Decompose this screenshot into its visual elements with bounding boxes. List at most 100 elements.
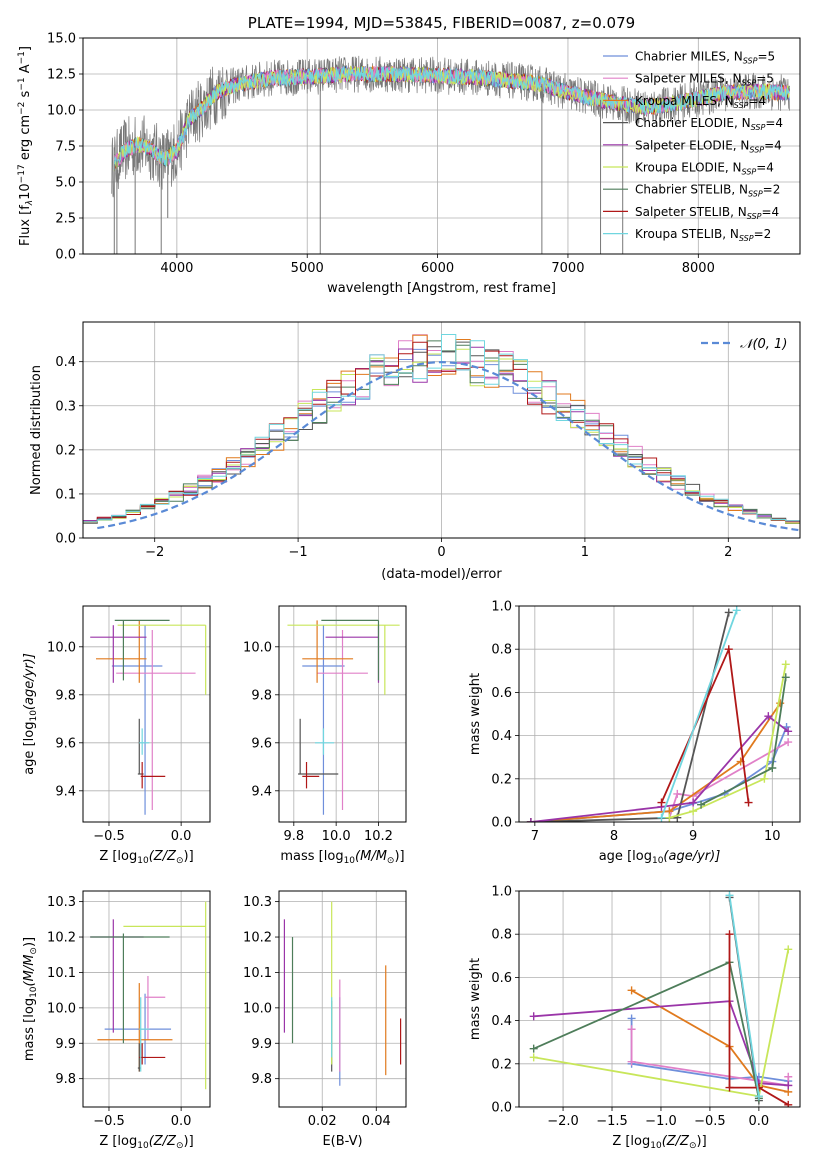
- y-tick-label: 0.4: [491, 729, 512, 744]
- y-tick-label: 12.5: [47, 68, 76, 83]
- axes-frame: [82, 37, 801, 255]
- series-marker: [764, 712, 773, 721]
- y-tick-label: 0.0: [491, 816, 512, 831]
- x-tick-label: −1: [289, 545, 308, 560]
- y-axis-label: mass weight: [468, 673, 483, 755]
- x-axis-label: Z [log10(Z/Z⊙)]: [99, 1134, 193, 1151]
- series-line: [533, 1000, 789, 1087]
- x-tick-label: 2: [724, 545, 732, 560]
- series-line: [660, 609, 738, 819]
- series-marker: [781, 673, 790, 682]
- series-marker: [784, 1072, 793, 1081]
- panel-age-weight: 7 8 9 10 0.0 0.2 0.4 0.6 0.8 1.0 age [log10(age/yr…: [468, 600, 801, 866]
- y-tick-label: 9.6: [55, 736, 76, 751]
- series-marker: [784, 945, 793, 954]
- panel-ebv-mass: 0.02 0.04 9.8 9.9 10.0 10.1 10.2 10.3 E(B-V): [243, 890, 407, 1149]
- plot-area: [83, 334, 800, 532]
- histogram-step: [83, 334, 800, 523]
- y-axis-label: mass [log10(M/M⊙)]: [22, 937, 39, 1061]
- x-tick-label: 8: [610, 829, 618, 844]
- histogram-step: [83, 341, 800, 523]
- series-marker: [627, 986, 636, 995]
- chart-title: PLATE=1994, MJD=53845, FIBERID=0087, z=0…: [248, 14, 635, 32]
- axes-frame: [82, 605, 211, 823]
- plot-area: [287, 619, 400, 815]
- series-marker: [725, 1083, 734, 1092]
- x-tick-label: 7: [531, 829, 539, 844]
- series-line: [631, 989, 789, 1093]
- grid: [279, 891, 406, 1107]
- x-axis-label: age [log10(age/yr)]: [599, 849, 721, 866]
- axes-frame: [82, 321, 801, 539]
- y-tick-label: 0.2: [491, 772, 512, 787]
- plot-area: [90, 901, 207, 1090]
- x-tick-label: 7000: [551, 261, 584, 276]
- legend-label: Salpeter ELODIE, NSSP=4: [635, 138, 782, 154]
- x-tick-label: 0.0: [749, 1114, 770, 1129]
- histogram-step: [83, 334, 800, 524]
- series-marker: [725, 891, 734, 900]
- series-marker: [784, 738, 793, 747]
- y-tick-label: 0.8: [491, 928, 512, 943]
- legend-label: Salpeter MILES, NSSP=5: [635, 72, 774, 88]
- y-tick-label: 9.8: [251, 688, 272, 703]
- grid: [83, 891, 210, 1107]
- y-tick-label: 0.2: [55, 443, 76, 458]
- series-line: [669, 664, 787, 819]
- y-tick-label: 0.3: [55, 399, 76, 414]
- y-tick-label: 9.8: [251, 1072, 272, 1087]
- y-axis-label: Flux [fλ10−17 erg cm−2 s−1 A−1]: [17, 46, 35, 246]
- y-tick-label: 9.8: [55, 688, 76, 703]
- y-tick-label: 0.0: [55, 532, 76, 547]
- x-tick-label: 6000: [421, 261, 454, 276]
- axes-frame: [518, 605, 801, 823]
- x-tick-label: 8000: [682, 261, 715, 276]
- y-tick-label: 0.0: [55, 248, 76, 263]
- y-tick-label: 10.1: [47, 966, 76, 981]
- x-tick-label: 10.2: [364, 829, 393, 844]
- legend-label: 𝒩(0, 1): [740, 337, 787, 352]
- series-marker: [724, 645, 733, 654]
- x-tick-label: −0.5: [93, 1114, 125, 1129]
- plot-area: [90, 619, 207, 815]
- series-marker: [673, 789, 682, 798]
- x-tick-label: −2: [145, 545, 164, 560]
- legend: Chabrier MILES, NSSP=5 Salpeter MILES, NS…: [603, 50, 783, 243]
- series-marker: [760, 774, 769, 783]
- legend-label: Chabrier MILES, NSSP=5: [635, 50, 775, 66]
- y-tick-label: 9.9: [55, 1037, 76, 1052]
- legend-label: Salpeter STELIB, NSSP=4: [635, 205, 779, 221]
- y-tick-label: 10.0: [47, 1001, 76, 1016]
- axes-frame: [278, 605, 407, 823]
- x-tick-label: 9.8: [283, 829, 304, 844]
- x-tick-label: 0.04: [362, 1114, 391, 1129]
- x-axis-label: (data-model)/error: [381, 567, 502, 582]
- histogram-step: [83, 348, 800, 524]
- series-line: [728, 934, 789, 1106]
- x-tick-label: 9: [689, 829, 697, 844]
- y-axis-label: mass weight: [468, 958, 483, 1040]
- y-tick-label: 0.4: [55, 355, 76, 370]
- model-spectrum: [113, 65, 790, 172]
- y-tick-label: 0.1: [55, 487, 76, 502]
- x-tick-label: −1.5: [596, 1114, 628, 1129]
- x-tick-label: −2.0: [547, 1114, 579, 1129]
- y-tick-label: 10.2: [243, 931, 272, 946]
- series-marker: [529, 1012, 538, 1021]
- x-tick-label: −0.5: [93, 829, 125, 844]
- y-tick-label: 9.8: [55, 1072, 76, 1087]
- series-line: [728, 895, 760, 1097]
- y-tick-label: 10.0: [243, 640, 272, 655]
- normal-curve: [97, 360, 800, 532]
- x-axis-label: E(B-V): [322, 1134, 362, 1149]
- series-marker: [732, 606, 741, 615]
- series-line: [700, 677, 787, 806]
- grid: [83, 606, 210, 822]
- series-marker: [657, 813, 666, 822]
- legend-label: Kroupa MILES, NSSP=4: [635, 94, 766, 110]
- series-marker: [784, 1100, 793, 1107]
- panel-mass-age: 9.8 10.0 10.2 9.4 9.6 9.8 10.0 mass [log10(M/M⊙…: [243, 605, 407, 866]
- x-tick-label: 4000: [160, 261, 193, 276]
- legend-label: Chabrier ELODIE, NSSP=4: [635, 116, 783, 132]
- y-tick-label: 1.0: [491, 885, 512, 900]
